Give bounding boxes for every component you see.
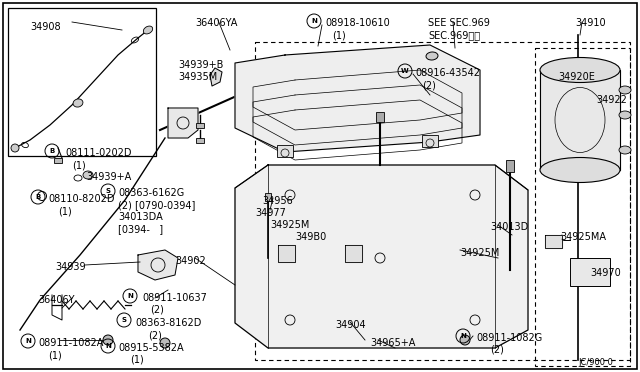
Ellipse shape bbox=[540, 58, 620, 83]
Text: W: W bbox=[401, 68, 409, 74]
Ellipse shape bbox=[11, 144, 19, 152]
Bar bbox=[570, 258, 610, 286]
Text: N: N bbox=[25, 338, 31, 344]
Ellipse shape bbox=[540, 157, 620, 183]
Text: B: B bbox=[35, 194, 40, 200]
Text: 34925MA: 34925MA bbox=[560, 232, 606, 242]
Text: 349B0: 349B0 bbox=[295, 232, 326, 242]
Text: 34902: 34902 bbox=[175, 256, 205, 266]
Ellipse shape bbox=[619, 146, 631, 154]
Text: N: N bbox=[105, 343, 111, 349]
Polygon shape bbox=[278, 245, 295, 262]
Text: 34013D: 34013D bbox=[490, 222, 528, 232]
Bar bbox=[265, 193, 271, 201]
Text: 34904: 34904 bbox=[335, 320, 365, 330]
Text: 08915-5382A: 08915-5382A bbox=[118, 343, 184, 353]
Text: (2): (2) bbox=[148, 330, 162, 340]
Text: (1): (1) bbox=[48, 350, 61, 360]
Text: (1): (1) bbox=[332, 30, 346, 40]
Ellipse shape bbox=[426, 52, 438, 60]
Text: 34939: 34939 bbox=[55, 262, 86, 272]
Polygon shape bbox=[545, 235, 562, 248]
Text: (2) [0790-0394]: (2) [0790-0394] bbox=[118, 200, 195, 210]
Text: SEE SEC.969: SEE SEC.969 bbox=[428, 18, 490, 28]
Text: 08111-0202D: 08111-0202D bbox=[65, 148, 131, 158]
Text: B: B bbox=[49, 148, 54, 154]
Text: 36406Y: 36406Y bbox=[38, 295, 74, 305]
Text: S: S bbox=[122, 317, 127, 323]
Bar bbox=[8, 8, 156, 156]
Polygon shape bbox=[210, 68, 222, 86]
Bar bbox=[54, 158, 62, 163]
Bar bbox=[255, 42, 630, 360]
Text: 08911-10637: 08911-10637 bbox=[142, 293, 207, 303]
Text: 08916-43542: 08916-43542 bbox=[415, 68, 480, 78]
Text: (2): (2) bbox=[422, 80, 436, 90]
Polygon shape bbox=[168, 108, 198, 138]
Ellipse shape bbox=[160, 338, 170, 348]
Text: 34925M: 34925M bbox=[460, 248, 499, 258]
Text: (1): (1) bbox=[72, 160, 86, 170]
Text: 34935M: 34935M bbox=[178, 72, 217, 82]
Text: 34910: 34910 bbox=[575, 18, 605, 28]
Bar bbox=[196, 123, 204, 128]
Text: 36406YA: 36406YA bbox=[195, 18, 237, 28]
Ellipse shape bbox=[83, 171, 93, 179]
Text: 08911-1082A: 08911-1082A bbox=[38, 338, 104, 348]
Ellipse shape bbox=[619, 86, 631, 94]
Text: 34939+B: 34939+B bbox=[178, 60, 223, 70]
Ellipse shape bbox=[460, 335, 470, 345]
Text: 34922: 34922 bbox=[596, 95, 627, 105]
Text: (2): (2) bbox=[490, 345, 504, 355]
Text: S: S bbox=[106, 188, 111, 194]
Text: 34908: 34908 bbox=[30, 22, 61, 32]
Text: 34956: 34956 bbox=[262, 196, 292, 206]
Text: JC/900 0: JC/900 0 bbox=[578, 358, 613, 367]
Text: 08363-6162G: 08363-6162G bbox=[118, 188, 184, 198]
Ellipse shape bbox=[73, 99, 83, 107]
Text: 34925M: 34925M bbox=[270, 220, 309, 230]
Ellipse shape bbox=[143, 26, 153, 34]
Ellipse shape bbox=[103, 335, 113, 345]
Text: 08911-1082G: 08911-1082G bbox=[476, 333, 542, 343]
Polygon shape bbox=[138, 250, 178, 280]
Bar bbox=[422, 135, 438, 147]
Bar bbox=[506, 160, 514, 172]
Ellipse shape bbox=[619, 111, 631, 119]
Bar bbox=[277, 145, 293, 157]
Text: N: N bbox=[127, 293, 133, 299]
Polygon shape bbox=[235, 45, 480, 152]
Text: [0394-   ]: [0394- ] bbox=[118, 224, 163, 234]
Text: N: N bbox=[311, 18, 317, 24]
Text: 08110-8202D: 08110-8202D bbox=[48, 194, 115, 204]
Text: 34939+A: 34939+A bbox=[86, 172, 131, 182]
Text: (1): (1) bbox=[130, 355, 144, 365]
Text: 34977: 34977 bbox=[255, 208, 286, 218]
Text: 08918-10610: 08918-10610 bbox=[325, 18, 390, 28]
Bar bbox=[196, 138, 204, 143]
Text: 34970: 34970 bbox=[590, 268, 621, 278]
Text: 34920E: 34920E bbox=[558, 72, 595, 82]
Polygon shape bbox=[235, 165, 528, 348]
Text: 08363-8162D: 08363-8162D bbox=[135, 318, 202, 328]
Text: (1): (1) bbox=[58, 206, 72, 216]
Text: SEC.969参照: SEC.969参照 bbox=[428, 30, 480, 40]
Bar bbox=[376, 112, 384, 122]
Polygon shape bbox=[540, 70, 620, 170]
Bar bbox=[535, 48, 630, 366]
Polygon shape bbox=[345, 245, 362, 262]
Text: (2): (2) bbox=[150, 305, 164, 315]
Text: 34013DA: 34013DA bbox=[118, 212, 163, 222]
Text: N: N bbox=[460, 333, 466, 339]
Text: 34965+A: 34965+A bbox=[370, 338, 415, 348]
